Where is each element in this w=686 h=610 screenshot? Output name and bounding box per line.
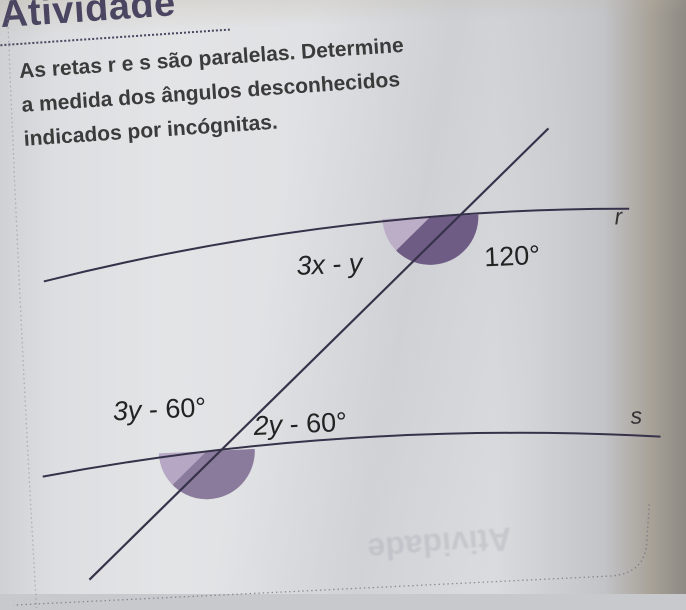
svg-text:120°: 120° [484,240,541,273]
svg-text:s: s [630,402,643,429]
svg-text:Atividade: Atividade [366,521,512,568]
svg-text:3x - y: 3x - y [296,248,365,281]
svg-text:r: r [614,203,624,229]
svg-text:2y - 60°: 2y - 60° [252,407,348,441]
svg-text:3y - 60°: 3y - 60° [112,392,207,426]
